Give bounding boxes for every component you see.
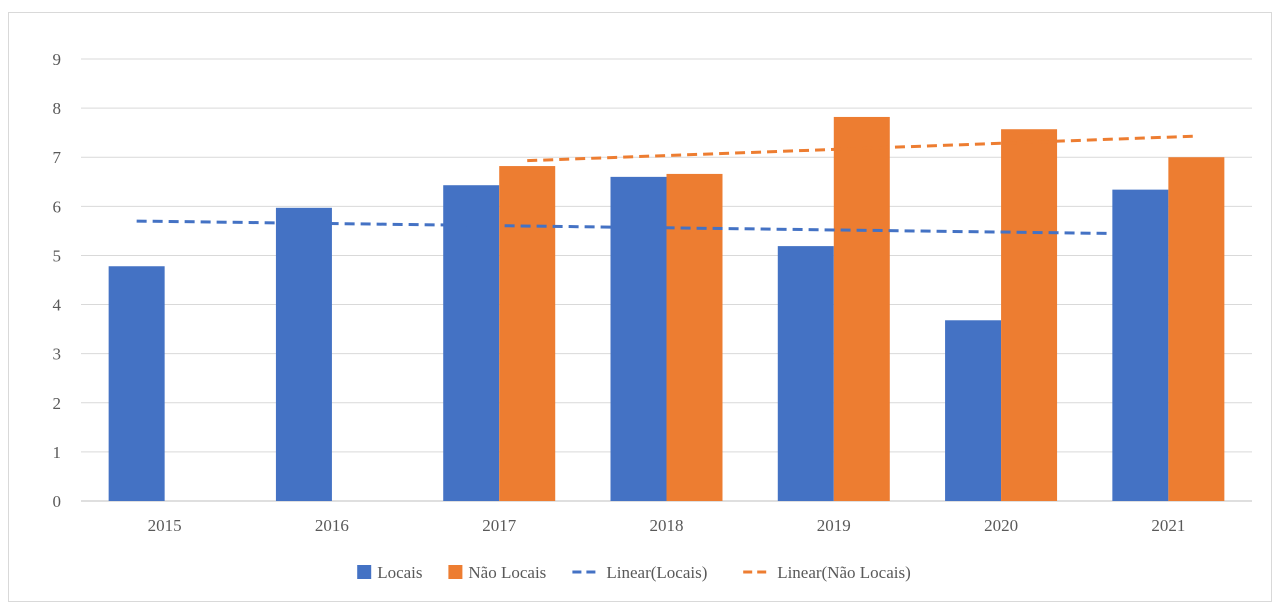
y-tick-label: 9 [53,50,62,69]
legend-item: Não Locais [448,563,546,582]
x-tick-label: 2015 [148,516,182,535]
y-tick-label: 1 [53,443,62,462]
legend-label: Locais [377,563,422,582]
bar-n-o-locais-2019 [833,116,890,501]
legend-label: Linear(Locais) [606,563,707,582]
y-tick-label: 8 [53,99,62,118]
x-tick-label: 2016 [315,516,349,535]
y-tick-label: 3 [53,345,62,364]
bar-locais-2020 [945,320,1002,501]
legend: Locais Não Locais Linear(Locais) Linear(Não… [357,563,911,582]
legend-item: Locais [357,563,423,582]
x-tick-label: 2017 [482,516,517,535]
y-tick-label: 7 [53,148,62,167]
legend-label: Linear(Não Locais) [777,563,911,582]
legend-item: Linear(Locais) [572,563,707,582]
legend-swatch [357,565,372,579]
x-axis: 2015 2016 2017 2018 2019 2020 2021 [148,516,1186,535]
bar-locais-2021 [1112,189,1169,501]
trendlines [136,134,1197,236]
bar-n-o-locais-2018 [666,173,723,502]
y-tick-label: 0 [53,492,62,511]
bar-locais-2017 [443,185,500,501]
bars [108,116,1225,502]
bar-locais-2019 [777,246,834,501]
y-tick-label: 4 [53,296,62,315]
trendline-locais [136,219,1141,236]
bar-n-o-locais-2017 [499,166,556,501]
bar-locais-2015 [108,266,165,501]
legend-swatch [448,565,463,579]
bar-n-o-locais-2020 [1001,129,1058,501]
x-tick-label: 2021 [1151,516,1185,535]
x-tick-label: 2018 [650,516,684,535]
bar-locais-2018 [610,176,667,501]
legend-item: Linear(Não Locais) [743,563,911,582]
bar-n-o-locais-2021 [1168,157,1225,501]
x-tick-label: 2020 [984,516,1018,535]
legend-label: Não Locais [468,563,546,582]
y-tick-label: 5 [53,246,62,265]
bar-locais-2016 [275,207,332,501]
x-tick-label: 2019 [817,516,851,535]
y-tick-label: 6 [53,197,62,216]
y-tick-label: 2 [53,394,62,413]
y-axis: 0 1 2 3 4 5 6 7 8 9 [53,50,62,511]
